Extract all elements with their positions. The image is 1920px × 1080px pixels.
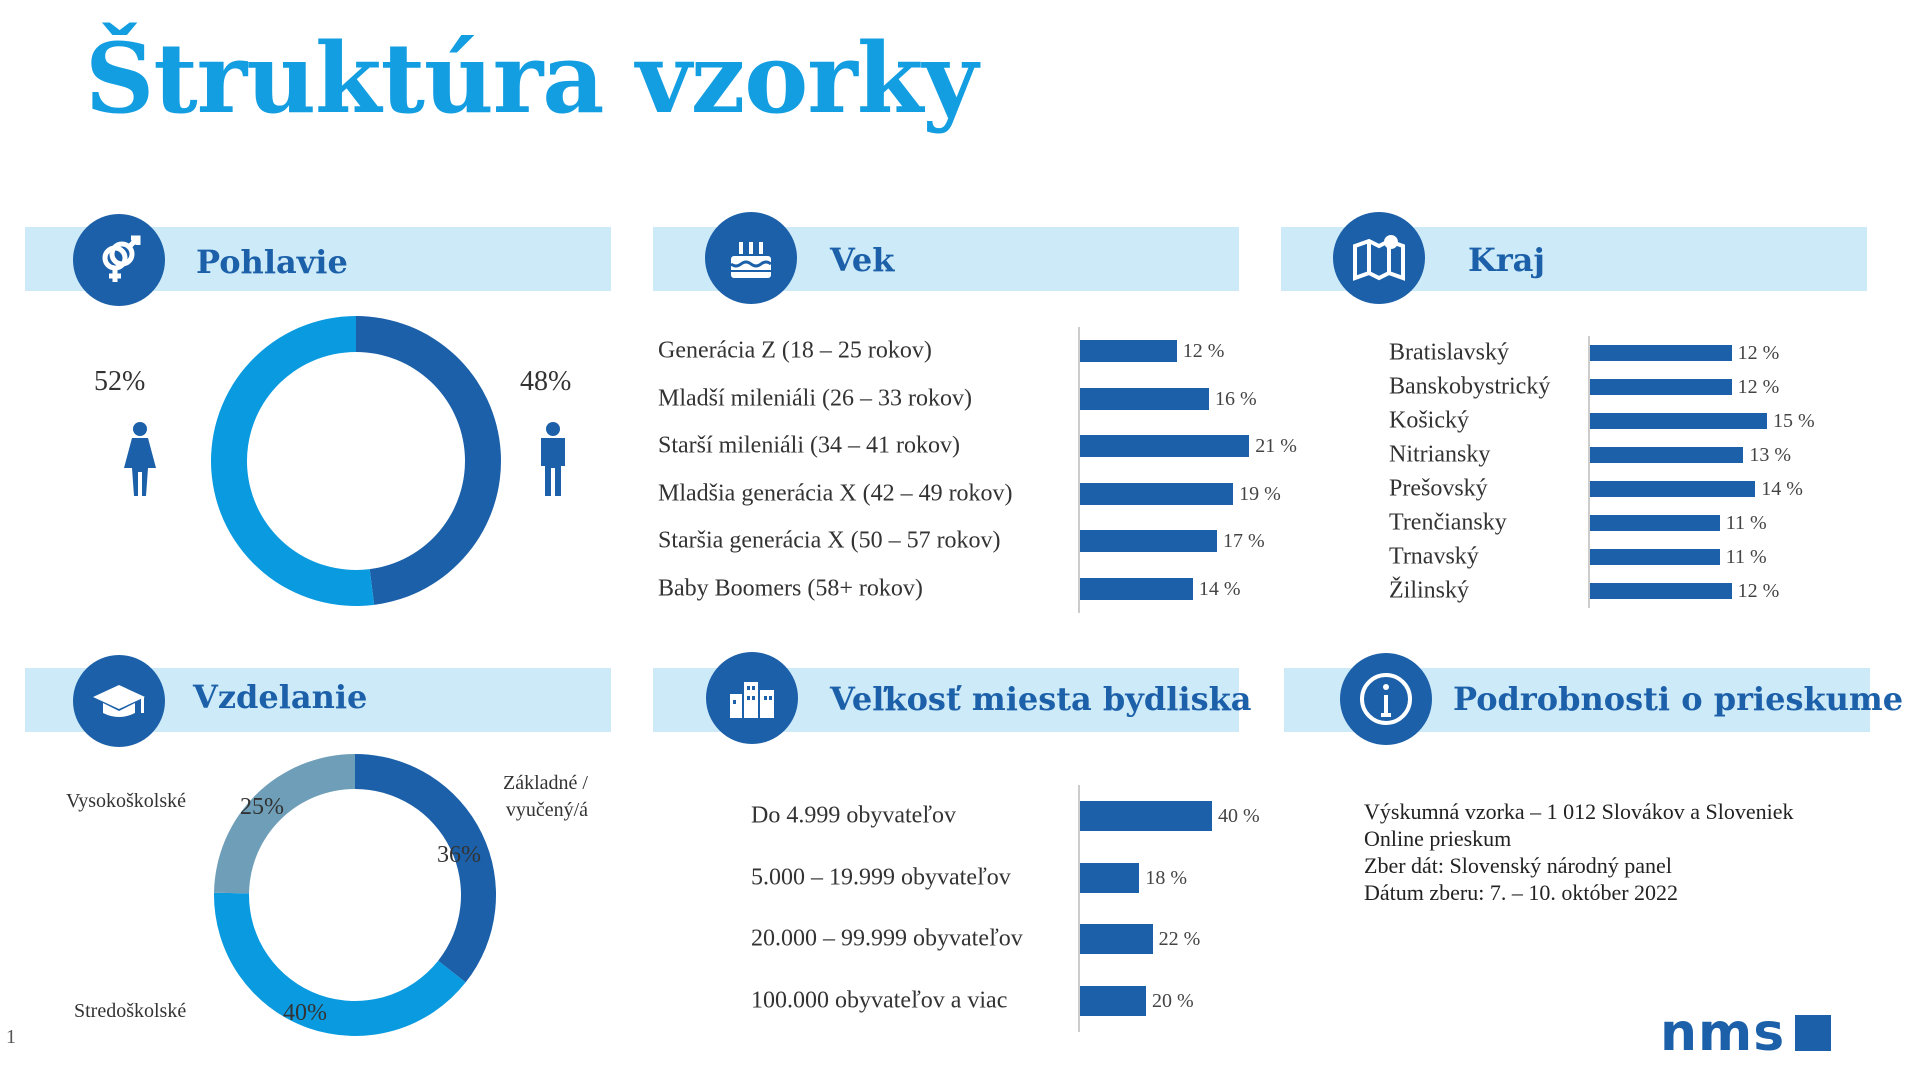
education-pct-basic: 36% (437, 842, 481, 868)
bar (1080, 862, 1140, 893)
bar-axis (1078, 785, 1080, 1032)
bar-category-label: Žilinský (1389, 577, 1470, 604)
bar-category-label: Mladšia generácia X (42 – 49 rokov) (658, 480, 1013, 507)
bar (1080, 387, 1209, 410)
bar-value-label: 12 % (1737, 376, 1780, 398)
bar-category-label: 20.000 – 99.999 obyvateľov (751, 925, 1023, 952)
donut-slice-3 (214, 754, 355, 894)
bar-value-label: 20 % (1152, 990, 1194, 1013)
survey-details: Výskumná vzorka – 1 012 Slovákov a Slove… (1364, 798, 1794, 906)
bar-category-label: 100.000 obyvateľov a viac (751, 987, 1008, 1014)
section-title-vek: Vek (830, 241, 895, 279)
page-title: Štruktúra vzorky (85, 22, 978, 135)
bar-category-label: Do 4.999 obyvateľov (751, 802, 957, 829)
female-icon (124, 422, 156, 496)
bar-value-label: 11 % (1725, 512, 1767, 534)
bar-value-label: 40 % (1218, 805, 1260, 827)
education-label-basic: Základné / vyučený/á (503, 772, 588, 821)
bar-axis (1588, 336, 1590, 608)
section-title-pohlavie: Pohlavie (196, 243, 348, 281)
education-pct-secondary: 40% (283, 1000, 327, 1026)
bar-axis (1078, 327, 1080, 613)
bar-value-label: 13 % (1749, 444, 1792, 466)
section-title-vzdelanie: Vzdelanie (193, 678, 368, 716)
bar-value-label: 14 % (1198, 578, 1241, 600)
bar-value-label: 18 % (1145, 866, 1188, 889)
bar-value-label: 22 % (1158, 928, 1201, 951)
bar (1080, 530, 1218, 553)
info-line: Dátum zberu: 7. – 10. október 2022 (1364, 880, 1679, 905)
bar-category-label: Košický (1389, 407, 1469, 434)
bar-category-label: Trnavský (1389, 543, 1479, 570)
bar-value-label: 15 % (1773, 410, 1815, 432)
bar (1590, 549, 1720, 565)
logo-text: nms (1660, 1003, 1786, 1063)
section-title-kraj: Kraj (1468, 241, 1545, 279)
male-percent-label: 48% (520, 366, 572, 397)
bar (1590, 413, 1767, 429)
bar (1080, 435, 1250, 458)
bar-value-label: 12 % (1182, 340, 1225, 362)
bar-value-label: 17 % (1223, 530, 1265, 553)
bar-category-label: Bratislavský (1389, 339, 1509, 366)
logo-square (1795, 1015, 1832, 1051)
bar (1590, 481, 1756, 497)
education-label-university: Vysokoškolské (66, 790, 187, 812)
bar-category-label: Banskobystrický (1389, 373, 1551, 400)
bar (1590, 379, 1732, 395)
bar (1590, 447, 1744, 463)
donut-slice-1 (355, 754, 496, 983)
section-title-velkost: Veľkosť miesta bydliska (830, 680, 1252, 718)
birthday-cake-icon (705, 212, 797, 304)
bar (1590, 515, 1720, 531)
bar-category-label: Nitriansky (1389, 441, 1491, 468)
gender-icon (73, 214, 165, 306)
graduation-cap-icon (73, 655, 165, 747)
donut-slice-1 (210, 316, 375, 606)
bar (1080, 986, 1146, 1017)
bar-value-label: 12 % (1737, 342, 1780, 364)
education-pct-university: 25% (240, 794, 284, 820)
info-line: Zber dát: Slovenský národný panel (1364, 853, 1672, 878)
education-label-secondary: Stredoškolské (74, 1000, 187, 1022)
section-title-podrobnosti: Podrobnosti o prieskume (1453, 680, 1904, 718)
info-line: Výskumná vzorka – 1 012 Slovákov a Slove… (1364, 799, 1794, 824)
bar-category-label: Mladší mileniáli (26 – 33 rokov) (658, 385, 972, 412)
bar-category-label: Prešovský (1389, 475, 1488, 502)
info-icon (1340, 653, 1432, 745)
bar (1080, 578, 1193, 600)
nms-logo: nms (1660, 1003, 1832, 1063)
bar-value-label: 19 % (1239, 482, 1281, 505)
bar-category-label: Starší mileniáli (34 – 41 rokov) (658, 432, 960, 459)
bar-category-label: Generácia Z (18 – 25 rokov) (658, 337, 932, 364)
map-icon (1333, 212, 1425, 304)
page-number: 1 (6, 1026, 16, 1048)
bar (1590, 345, 1732, 361)
bar-value-label: 21 % (1255, 435, 1297, 458)
bar-value-label: 12 % (1737, 580, 1780, 602)
bar-value-label: 11 % (1725, 546, 1767, 568)
bar-category-label: Baby Boomers (58+ rokov) (658, 575, 923, 602)
male-icon (541, 422, 565, 496)
bar (1590, 583, 1732, 599)
bar-category-label: Staršia generácia X (50 – 57 rokov) (658, 527, 1001, 554)
bar-category-label: Trenčiansky (1389, 509, 1507, 536)
bar-category-label: 5.000 – 19.999 obyvateľov (751, 864, 1011, 891)
bar (1080, 482, 1234, 505)
donut-slice-2 (356, 316, 501, 605)
donut-slice-2 (214, 892, 466, 1036)
bar-value-label: 14 % (1761, 478, 1803, 500)
bar-value-label: 16 % (1214, 387, 1257, 410)
bar (1080, 340, 1177, 362)
bar (1080, 801, 1212, 831)
bar (1080, 924, 1153, 955)
female-percent-label: 52% (94, 366, 146, 397)
buildings-icon (706, 652, 798, 744)
info-line: Online prieskum (1364, 826, 1512, 851)
